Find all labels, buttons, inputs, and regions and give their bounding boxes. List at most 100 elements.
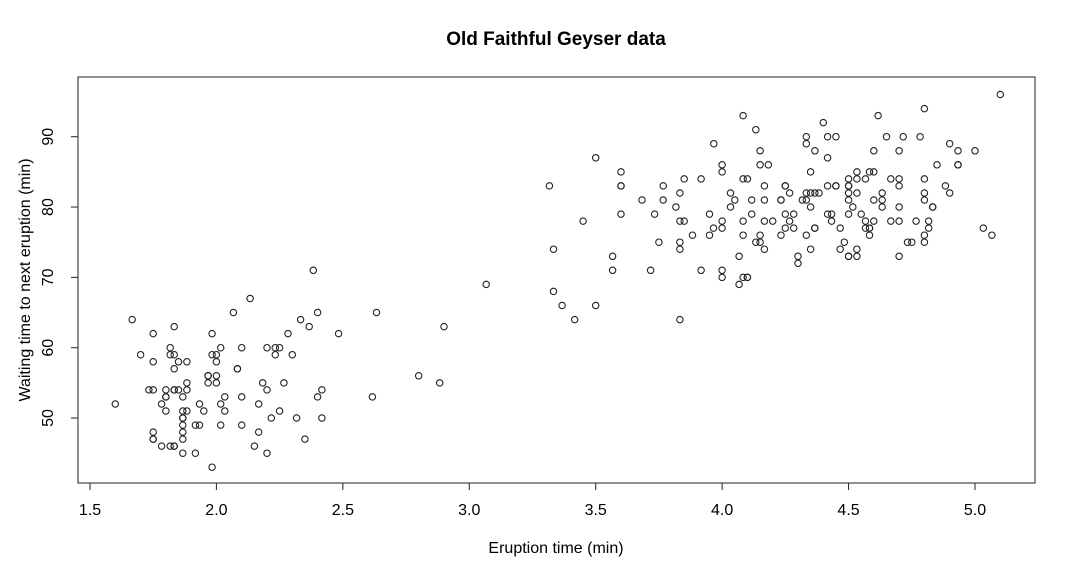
data-point <box>166 350 174 359</box>
x-tick-label: 1.5 <box>79 502 101 519</box>
data-point <box>237 393 246 401</box>
data-point <box>263 386 271 394</box>
data-point <box>216 400 225 408</box>
data-point <box>920 238 929 246</box>
data-point <box>865 168 874 176</box>
data-point <box>216 343 225 352</box>
data-point <box>887 175 895 183</box>
data-point <box>697 266 705 275</box>
data-point <box>688 231 697 239</box>
data-point <box>747 196 756 204</box>
data-point <box>179 428 187 436</box>
data-point <box>781 224 790 232</box>
data-point <box>903 238 912 246</box>
data-point <box>844 175 853 183</box>
data-point <box>179 435 187 443</box>
data-point <box>815 189 823 197</box>
data-point <box>853 245 861 253</box>
data-point <box>853 168 861 176</box>
data-point <box>718 168 726 176</box>
data-point <box>920 175 929 183</box>
data-point <box>945 189 954 197</box>
data-point <box>710 139 718 148</box>
data-point <box>789 224 798 232</box>
data-point <box>861 175 870 183</box>
data-point <box>292 414 301 422</box>
data-point <box>212 379 221 387</box>
data-point <box>752 238 760 246</box>
data-point <box>899 132 907 141</box>
data-point <box>170 365 178 373</box>
x-tick-label: 3.0 <box>458 502 480 519</box>
data-point <box>865 231 874 239</box>
data-point <box>179 421 187 429</box>
data-point <box>672 203 680 211</box>
data-point <box>705 231 714 239</box>
data-point <box>149 386 157 394</box>
data-point <box>857 210 865 218</box>
data-point <box>802 139 811 148</box>
data-point <box>646 266 655 275</box>
data-point <box>246 294 254 303</box>
data-point <box>149 428 157 436</box>
data-point <box>208 329 216 338</box>
data-point <box>183 407 191 415</box>
y-axis-ticks: 50 60 70 80 90 <box>40 128 78 427</box>
data-point <box>183 358 191 366</box>
data-point <box>608 266 617 275</box>
data-point <box>237 343 246 352</box>
data-point <box>832 132 840 141</box>
data-point <box>785 217 794 225</box>
data-point <box>162 393 170 401</box>
data-point <box>912 217 920 225</box>
data-point <box>752 125 760 134</box>
data-point <box>777 231 785 239</box>
data-point <box>318 386 326 394</box>
data-point <box>895 147 903 155</box>
data-point <box>928 203 937 211</box>
y-tick-label: 70 <box>40 268 57 286</box>
data-point <box>372 308 381 317</box>
data-point <box>676 189 684 197</box>
data-point <box>849 203 857 211</box>
data-point <box>802 196 811 204</box>
data-point <box>170 350 178 359</box>
x-tick-label: 3.5 <box>585 502 607 519</box>
data-point <box>878 196 886 204</box>
data-point <box>680 175 688 183</box>
data-point <box>254 428 263 436</box>
data-point <box>819 118 828 127</box>
data-point <box>760 196 769 204</box>
data-point <box>676 217 684 225</box>
data-point <box>170 386 178 394</box>
data-point <box>882 132 891 141</box>
data-point <box>237 421 246 429</box>
data-point <box>179 393 187 401</box>
chart-title: Old Faithful Geyser data <box>446 29 666 50</box>
data-point <box>271 350 280 359</box>
data-point <box>781 182 790 190</box>
data-point <box>676 238 684 246</box>
data-point <box>794 259 802 268</box>
data-point <box>811 189 819 197</box>
data-point <box>709 224 718 232</box>
data-point <box>174 358 183 366</box>
data-point <box>768 217 777 225</box>
data-point <box>844 196 853 204</box>
data-point <box>739 175 747 183</box>
data-point <box>301 435 309 443</box>
data-point <box>250 442 259 450</box>
data-point <box>128 315 136 324</box>
data-point <box>280 379 288 387</box>
data-point <box>760 245 769 253</box>
data-point <box>853 189 861 197</box>
data-point <box>482 280 490 289</box>
data-point <box>271 343 280 352</box>
data-point <box>870 168 878 176</box>
data-point <box>853 252 861 261</box>
data-point <box>191 421 200 429</box>
data-point <box>705 210 714 218</box>
data-point <box>149 435 157 443</box>
data-point <box>305 322 313 331</box>
